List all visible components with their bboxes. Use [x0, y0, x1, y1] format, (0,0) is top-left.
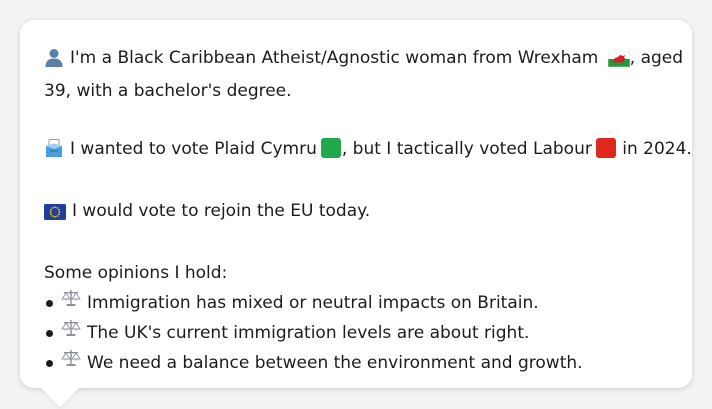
bullet-dot [46, 329, 53, 337]
plaid-cymru-green-square-icon [320, 138, 341, 158]
eu-paragraph: I would vote to rejoin the EU today. [44, 197, 668, 230]
list-item: The UK's current immigration levels are … [44, 318, 668, 348]
opinions-heading: Some opinions I hold: [44, 263, 228, 283]
vote-paragraph: I wanted to vote Plaid Cymru , but I tact… [44, 135, 692, 168]
person-silhouette-icon [44, 47, 64, 77]
labour-red-square-icon [595, 138, 616, 158]
wales-flag-icon [607, 48, 631, 77]
bullet-dot [46, 359, 53, 367]
balance-scale-icon [61, 288, 81, 318]
intro-paragraph: I'm a Black Caribbean Atheist/Agnostic w… [44, 44, 683, 106]
vote-text-part-3: in 2024. [622, 139, 692, 159]
vote-text-part-2: , but I tactically voted Labour [341, 139, 592, 159]
intro-line-1-suffix: , aged [629, 48, 684, 68]
opinion-text: We need a balance between the environmen… [87, 352, 583, 373]
opinions-section: Some opinions I hold: Immigration has mi… [44, 259, 668, 378]
opinion-text: The UK's current immigration levels are … [87, 322, 530, 343]
list-item: We need a balance between the environmen… [44, 348, 668, 378]
balance-scale-icon [61, 348, 81, 378]
balance-scale-icon [61, 318, 81, 348]
bullet-dot [46, 299, 53, 307]
eu-text: I would vote to rejoin the EU today. [72, 201, 371, 221]
intro-line-2: 39, with a bachelor's degree. [44, 81, 292, 101]
ballot-box-icon [44, 138, 64, 168]
intro-line-1: I'm a Black Caribbean Atheist/Agnostic w… [70, 48, 599, 68]
opinion-text: Immigration has mixed or neutral impacts… [87, 292, 539, 313]
vote-text-part-1: I wanted to vote Plaid Cymru [70, 139, 317, 159]
message-bubble: I'm a Black Caribbean Atheist/Agnostic w… [20, 20, 692, 388]
eu-flag-icon [44, 201, 66, 230]
bubble-tail [40, 387, 80, 407]
list-item: Immigration has mixed or neutral impacts… [44, 288, 668, 318]
